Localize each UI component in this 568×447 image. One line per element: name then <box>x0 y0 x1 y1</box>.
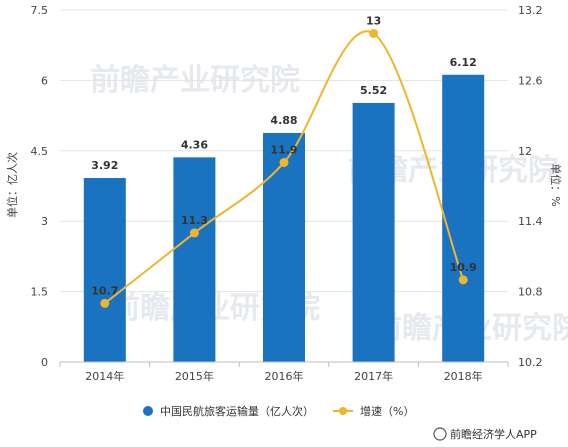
bar-series: 3.92 4.36 4.88 5.52 6.12 <box>83 56 485 362</box>
line-point <box>279 158 289 168</box>
right-tick-label: 10.2 <box>518 356 543 369</box>
x-tick-label: 2017年 <box>354 369 393 383</box>
bar <box>83 178 126 362</box>
line-point <box>458 275 468 285</box>
left-tick-label: 7.5 <box>31 4 49 17</box>
line-data-label: 11.9 <box>270 144 297 157</box>
line-data-label: 10.7 <box>91 284 118 297</box>
left-tick-label: 0 <box>41 356 48 369</box>
bar <box>442 74 485 362</box>
x-tick-label: 2014年 <box>85 369 124 383</box>
line-data-label: 11.3 <box>181 214 208 227</box>
line-data-label: 13 <box>366 14 381 27</box>
bar-data-label: 6.12 <box>450 56 477 69</box>
right-tick-label: 11.4 <box>518 215 543 228</box>
bar <box>352 102 395 362</box>
legend-line-marker <box>339 407 347 415</box>
right-tick-label: 10.8 <box>518 286 543 299</box>
left-tick-label: 4.5 <box>31 145 49 158</box>
right-tick-label: 13.2 <box>518 4 543 17</box>
growth-line <box>104 30 465 305</box>
line-data-label: 10.9 <box>450 261 477 274</box>
logo-icon <box>433 427 447 441</box>
left-tick-label: 3 <box>41 215 48 228</box>
left-tick-label: 1.5 <box>31 286 49 299</box>
x-tick-label: 2015年 <box>175 369 214 383</box>
legend-bar-marker <box>143 406 153 416</box>
line-point <box>189 228 199 238</box>
legend: 中国民航旅客运输量（亿人次） 增速（%） <box>143 404 414 418</box>
axes: 0 10.2 1.5 10.8 3 11.4 4.5 12 6 12.6 7.5 13.2 2014年 2… <box>31 4 543 383</box>
x-tick-label: 2016年 <box>265 369 304 383</box>
bar <box>263 132 305 362</box>
x-tick-label: 2018年 <box>444 369 483 383</box>
line-point <box>369 28 379 38</box>
right-tick-label: 12 <box>518 145 532 158</box>
right-tick-label: 12.6 <box>518 74 543 87</box>
bar-data-label: 5.52 <box>360 84 387 97</box>
source-credit: 前瞻经济学人APP <box>433 427 537 441</box>
line-point <box>100 298 110 308</box>
legend-bar-label: 中国民航旅客运输量（亿人次） <box>160 404 314 418</box>
watermark: 前瞻产业研究院 前瞻产业研究院 前瞻产业研究院 前瞻产业研究院 <box>90 63 568 346</box>
legend-line-label: 增速（%） <box>360 404 414 418</box>
bar-data-label: 3.92 <box>91 159 118 172</box>
bar-data-label: 4.36 <box>181 138 208 151</box>
line-series: 10.7 11.3 11.9 13 10.9 <box>91 14 477 308</box>
left-tick-label: 6 <box>41 74 48 87</box>
bar-data-label: 4.88 <box>270 114 297 127</box>
right-axis-title: 单位：% <box>549 163 563 206</box>
left-axis-title: 单位：亿人次 <box>5 152 19 218</box>
source-text: 前瞻经济学人APP <box>450 427 537 441</box>
bar <box>173 157 216 362</box>
